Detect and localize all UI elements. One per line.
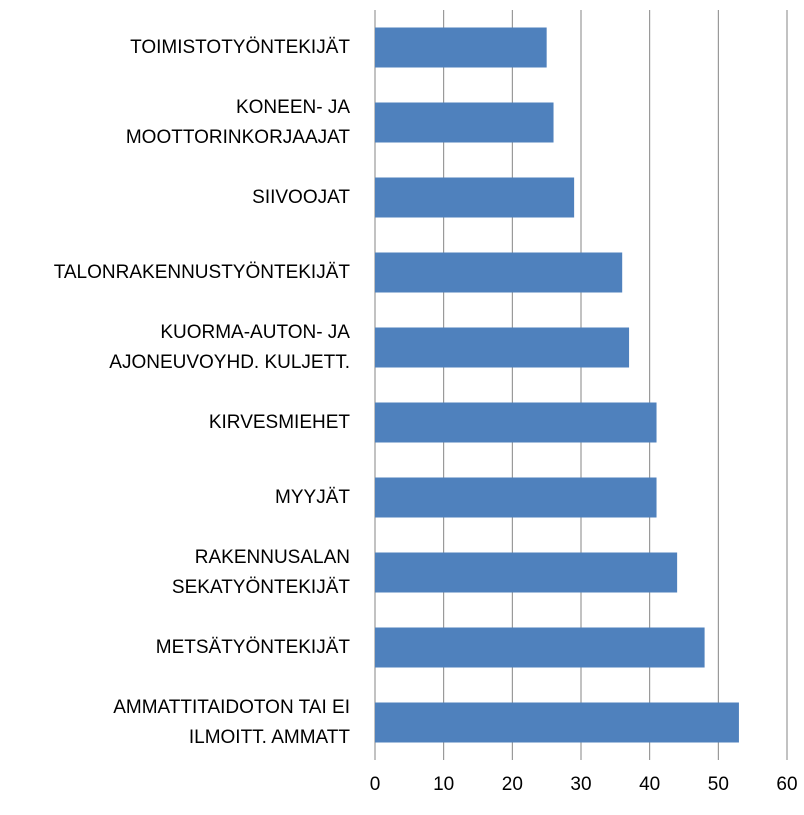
x-tick-label: 30 xyxy=(570,774,591,795)
x-tick-label: 10 xyxy=(433,774,454,795)
y-tick-label: METSÄTYÖNTEKIJÄT xyxy=(155,636,350,658)
y-tick-label: TOIMISTOTYÖNTEKIJÄT xyxy=(130,36,350,58)
x-tick-label: 20 xyxy=(502,774,523,795)
x-tick-label: 40 xyxy=(639,774,660,795)
y-tick-label: KUORMA-AUTON- JA AJONEUVOYHD. KULJETT. xyxy=(109,321,350,373)
bar xyxy=(375,252,623,293)
bar xyxy=(375,552,678,593)
bar xyxy=(375,102,554,143)
y-tick-label: KONEEN- JA MOOTTORINKORJAAJAT xyxy=(125,96,350,148)
y-tick-label: SIIVOOJAT xyxy=(252,186,350,208)
bar xyxy=(375,327,630,368)
y-tick-label: RAKENNUSALAN SEKATYÖNTEKIJÄT xyxy=(171,546,350,598)
y-tick-label: KIRVESMIEHET xyxy=(208,411,350,433)
bar xyxy=(375,402,657,443)
y-tick-label: AMMATTITAIDOTON TAI EI ILMOITT. AMMATT xyxy=(113,696,350,748)
bar xyxy=(375,177,575,218)
y-tick-label: TALONRAKENNUSTYÖNTEKIJÄT xyxy=(53,261,350,283)
bar xyxy=(375,477,657,518)
bar xyxy=(375,627,705,668)
bar xyxy=(375,702,739,743)
bar xyxy=(375,27,547,68)
x-tick-label: 50 xyxy=(708,774,729,795)
x-tick-label: 60 xyxy=(776,774,797,795)
x-tick-label: 0 xyxy=(370,774,381,795)
y-tick-label: MYYJÄT xyxy=(275,486,350,508)
